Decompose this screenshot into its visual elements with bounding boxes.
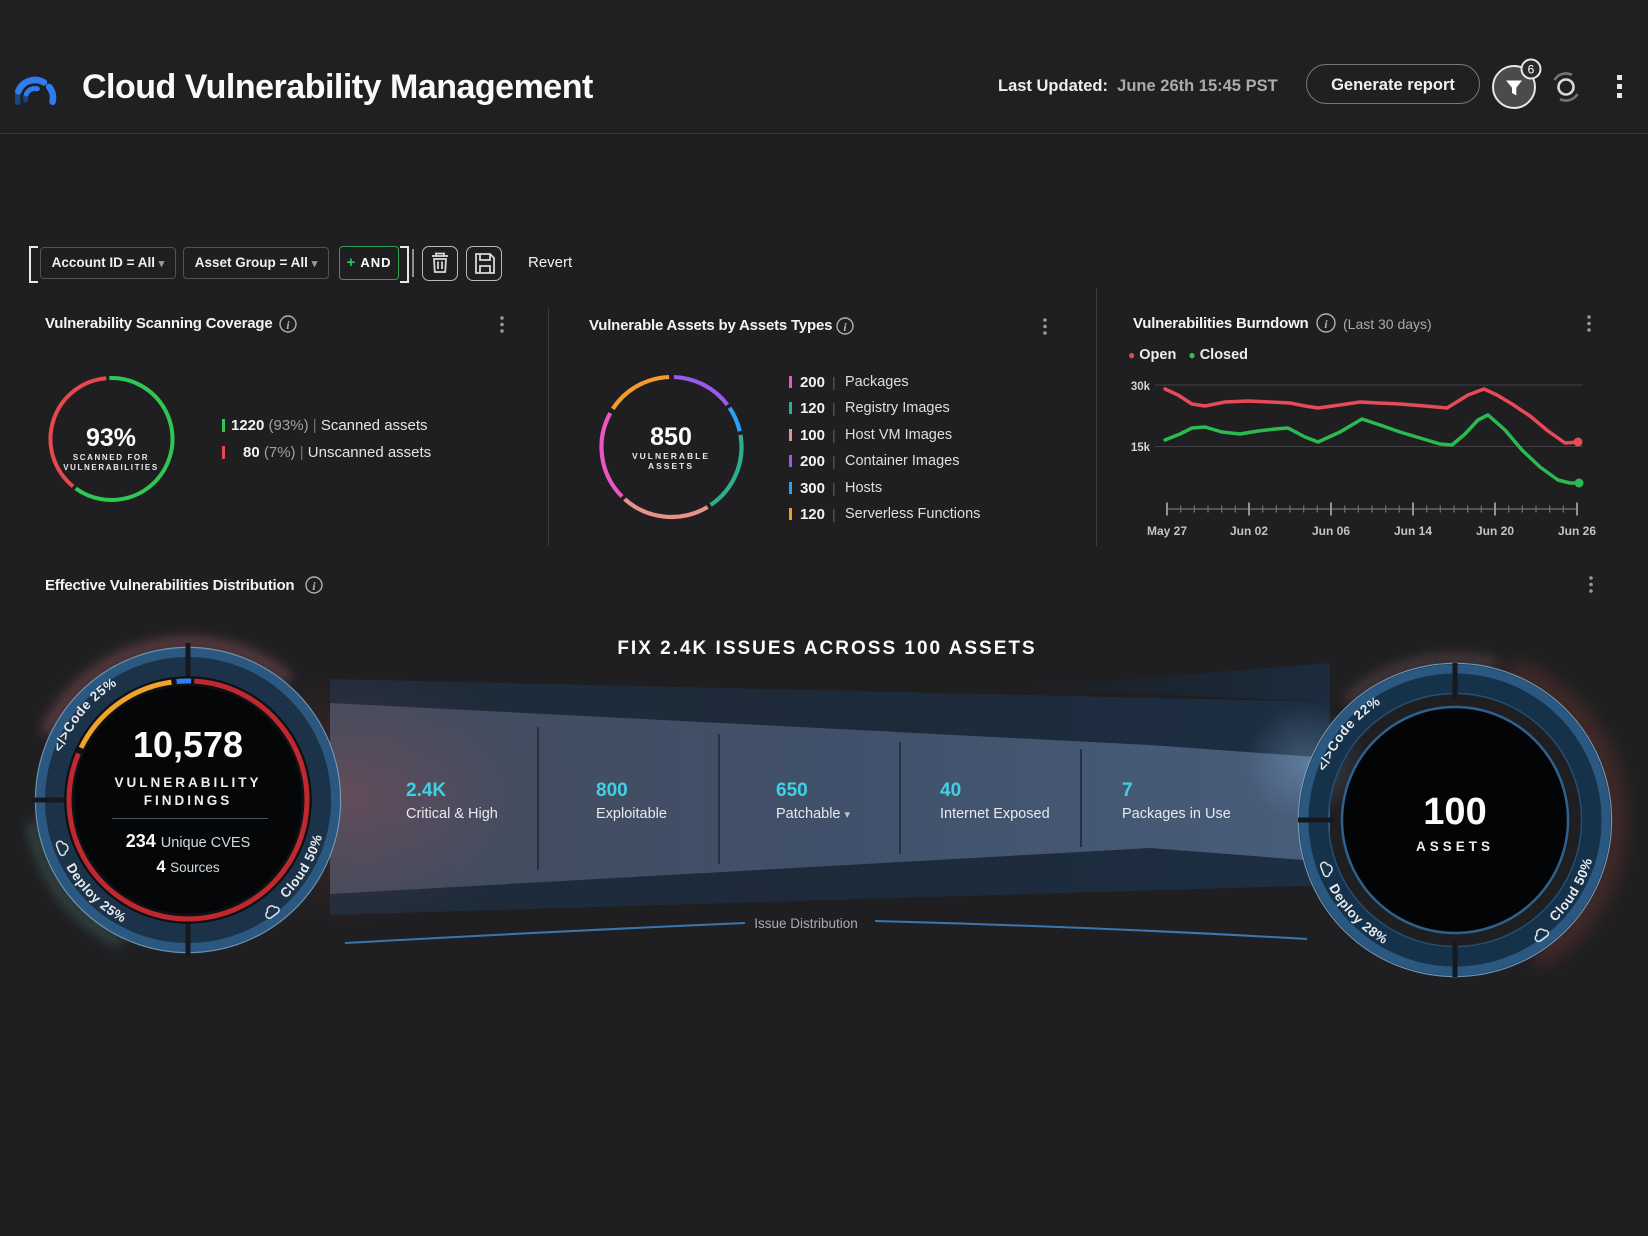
svg-text:SCANNED FOR: SCANNED FOR <box>73 453 149 462</box>
svg-text:i: i <box>286 320 290 332</box>
svg-text:VULNERABILITY: VULNERABILITY <box>115 775 262 790</box>
svg-text:Jun 26: Jun 26 <box>1558 524 1596 538</box>
svg-text:30k: 30k <box>1131 381 1151 393</box>
svg-text:i: i <box>312 581 316 593</box>
svg-text:15k: 15k <box>1131 442 1151 454</box>
svg-text:6: 6 <box>1528 63 1535 77</box>
svg-text:i: i <box>1324 319 1328 331</box>
svg-text:10,578: 10,578 <box>133 724 243 765</box>
svg-text:ASSETS: ASSETS <box>1416 839 1494 854</box>
svg-text:Jun 14: Jun 14 <box>1394 524 1432 538</box>
svg-text:May 27: May 27 <box>1147 524 1187 538</box>
svg-text:VULNERABILITIES: VULNERABILITIES <box>63 463 159 472</box>
svg-text:93%: 93% <box>86 424 136 452</box>
svg-text:ASSETS: ASSETS <box>648 461 694 471</box>
svg-text:4 Sources: 4 Sources <box>156 858 220 876</box>
svg-text:i: i <box>843 322 847 334</box>
svg-text:Jun 02: Jun 02 <box>1230 524 1268 538</box>
svg-text:VULNERABLE: VULNERABLE <box>632 451 710 461</box>
svg-text:FINDINGS: FINDINGS <box>144 793 233 808</box>
svg-text:234 Unique CVES: 234 Unique CVES <box>126 831 251 851</box>
svg-text:100: 100 <box>1423 791 1486 833</box>
svg-text:Jun 20: Jun 20 <box>1476 524 1514 538</box>
svg-text:Jun 06: Jun 06 <box>1312 524 1350 538</box>
svg-text:850: 850 <box>650 423 692 451</box>
